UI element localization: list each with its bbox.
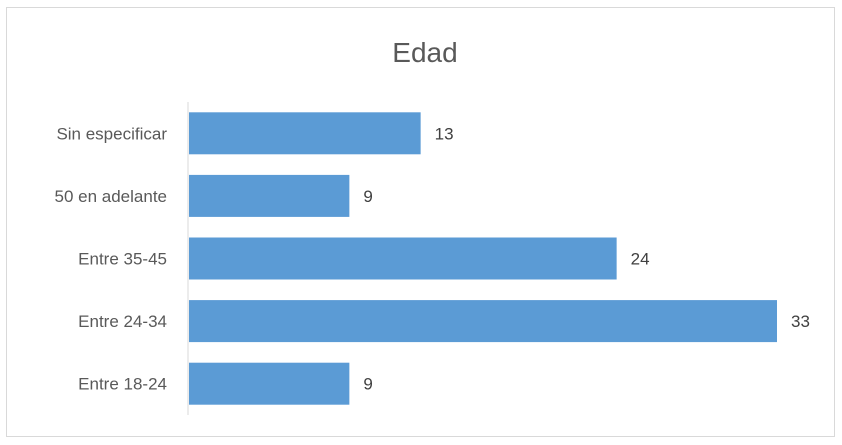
bars-group: Entre 18-24 9 Entre 24-34 33 Entre 35-45 24 50… — [55, 112, 810, 405]
category-label: Entre 35-45 — [78, 250, 167, 269]
category-label: Entre 24-34 — [78, 312, 167, 331]
chart-title: Edad — [392, 37, 457, 68]
category-label: Sin especificar — [56, 124, 167, 143]
data-label: 24 — [631, 250, 650, 269]
chart-frame — [6, 7, 835, 437]
bar — [189, 237, 617, 280]
bar — [189, 174, 350, 217]
data-label: 9 — [363, 187, 372, 206]
category-label: Entre 18-24 — [78, 375, 167, 394]
bar — [189, 362, 350, 405]
bar — [189, 300, 777, 343]
bar — [189, 112, 421, 155]
data-label: 33 — [791, 312, 810, 331]
data-label: 9 — [363, 375, 372, 394]
data-label: 13 — [435, 124, 454, 143]
category-label: 50 en adelante — [55, 187, 168, 206]
